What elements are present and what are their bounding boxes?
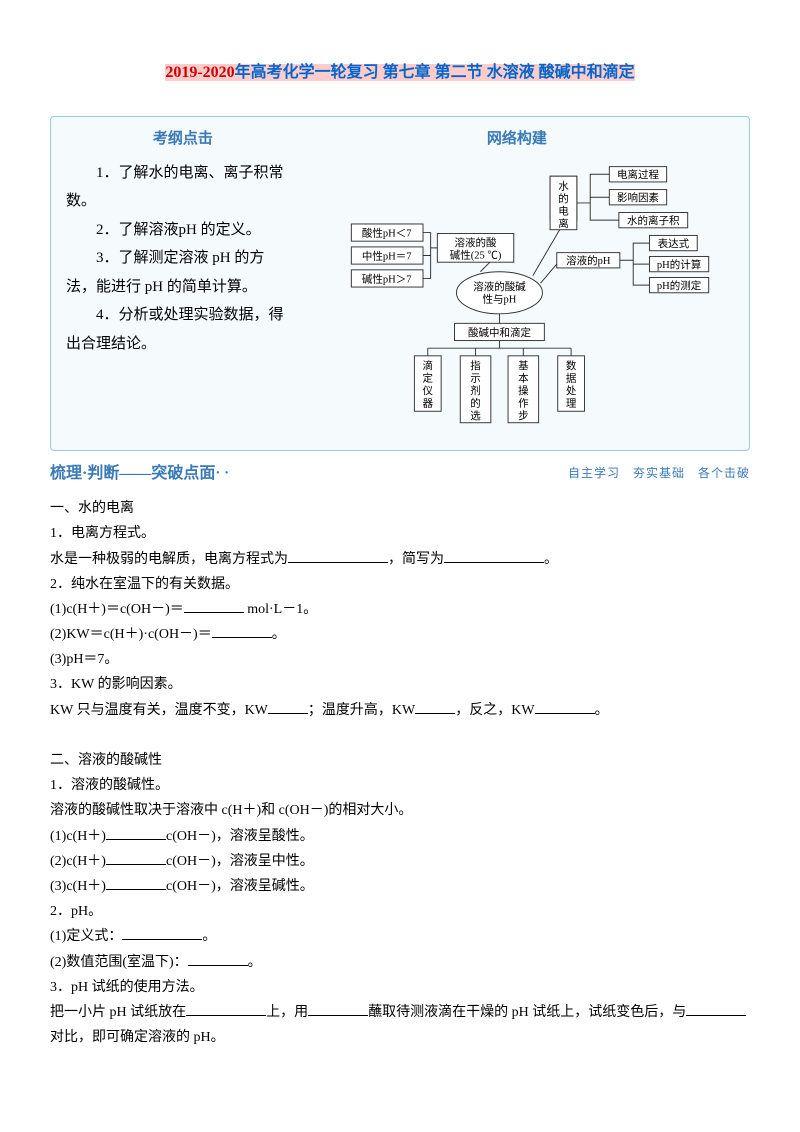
blank: [535, 700, 595, 714]
blank: [186, 1002, 266, 1016]
text: (2)c(H＋)c(OH－)，溶液呈中性。: [50, 849, 750, 874]
text: KW 只与温度有关，温度不变，KW；温度升高，KW，反之，KW。: [50, 698, 750, 723]
svg-text:处: 处: [566, 385, 577, 397]
svg-text:水: 水: [559, 180, 570, 192]
svg-text:基: 基: [519, 359, 530, 372]
outline-item: 1．了解水的电离、离子积常数。: [66, 159, 286, 216]
content-body: 一、水的电离 1．电离方程式。 水是一种极弱的电解质，电离方程式为，简写为。 2…: [50, 496, 750, 1050]
diagram-svg: 溶液的酸碱 性与pH 溶液的酸 碱性(25 ℃) 酸性pH＜7 中性pH＝7 碱…: [294, 159, 734, 427]
blank: [212, 624, 272, 638]
blank: [415, 700, 455, 714]
svg-text:的: 的: [559, 192, 570, 205]
heading: 一、水的电离: [50, 496, 750, 521]
text: 溶液的酸碱性取决于溶液中 c(H＋)和 c(OH－)的相对大小。: [50, 798, 750, 823]
svg-text:数: 数: [566, 359, 577, 372]
text: (3)c(H＋)c(OH－)，溶液呈碱性。: [50, 874, 750, 899]
svg-text:性与pH: 性与pH: [483, 292, 517, 305]
svg-text:pH的测定: pH的测定: [657, 279, 702, 292]
text: (2)KW＝c(H＋)·c(OH－)＝。: [50, 622, 750, 647]
frame-header-right: 网络构建: [300, 127, 734, 151]
svg-text:pH的计算: pH的计算: [657, 258, 701, 271]
blank: [106, 826, 166, 840]
outline-item: 3．了解测定溶液 pH 的方法，能进行 pH 的简单计算。: [66, 244, 286, 301]
text: (2)数值范围(室温下)：。: [50, 950, 750, 975]
svg-text:酸性pH＜7: 酸性pH＜7: [362, 226, 412, 239]
section-header-left: 梳理·判断——突破点面: [50, 461, 215, 487]
svg-text:剂: 剂: [471, 384, 482, 397]
blank: [184, 599, 244, 613]
text: (1)c(H＋)c(OH－)，溶液呈酸性。: [50, 824, 750, 849]
svg-text:示: 示: [471, 373, 482, 384]
svg-text:仪: 仪: [423, 385, 434, 397]
text: 把一小片 pH 试纸放在上，用蘸取待测液滴在干燥的 pH 试纸上，试纸变色后，与…: [50, 1000, 750, 1050]
text: 3．KW 的影响因素。: [50, 672, 750, 697]
svg-text:碱性(25 ℃): 碱性(25 ℃): [450, 248, 502, 261]
blank: [308, 1002, 368, 1016]
svg-text:步: 步: [519, 409, 530, 421]
text: 2．pH。: [50, 899, 750, 924]
svg-text:理: 理: [566, 397, 577, 409]
svg-text:器: 器: [423, 397, 434, 409]
heading: 二、溶液的酸碱性: [50, 748, 750, 773]
text: 2．纯水在室温下的有关数据。: [50, 572, 750, 597]
blank: [188, 952, 248, 966]
text: (3)pH＝7。: [50, 647, 750, 672]
blank: [268, 700, 308, 714]
title-rest: 年高考化学一轮复习 第七章 第二节 水溶液 酸碱中和滴定: [235, 64, 635, 81]
text: (1)定义式：。: [50, 924, 750, 949]
text: 3．pH 试纸的使用方法。: [50, 975, 750, 1000]
svg-text:电: 电: [559, 204, 570, 217]
text: 水是一种极弱的电解质，电离方程式为，简写为。: [50, 547, 750, 572]
svg-text:定: 定: [423, 371, 434, 384]
text: 1．电离方程式。: [50, 521, 750, 546]
blank: [122, 926, 202, 940]
section-header: 梳理·判断——突破点面 自主学习 夯实基础 各个击破: [50, 461, 750, 487]
outline-list: 1．了解水的电离、离子积常数。 2．了解溶液pH 的定义。 3．了解测定溶液 p…: [66, 159, 286, 359]
svg-text:影响因素: 影响因素: [617, 191, 659, 204]
svg-text:离: 离: [559, 216, 570, 229]
dots-icon: [215, 461, 229, 485]
blank: [106, 851, 166, 865]
svg-text:溶液的pH: 溶液的pH: [567, 254, 612, 267]
svg-text:酸碱中和滴定: 酸碱中和滴定: [468, 325, 531, 338]
svg-text:溶液的酸: 溶液的酸: [455, 236, 497, 249]
svg-text:选: 选: [471, 408, 482, 421]
svg-text:据: 据: [566, 371, 577, 384]
svg-text:指: 指: [471, 359, 482, 372]
text: 1．溶液的酸碱性。: [50, 773, 750, 798]
svg-text:中性pH＝7: 中性pH＝7: [362, 249, 412, 262]
blank: [686, 1002, 746, 1016]
blank: [288, 549, 388, 563]
svg-text:的: 的: [471, 396, 482, 409]
concept-diagram: 溶液的酸碱 性与pH 溶液的酸 碱性(25 ℃) 酸性pH＜7 中性pH＝7 碱…: [286, 159, 734, 435]
svg-text:溶液的酸碱: 溶液的酸碱: [474, 280, 527, 293]
outline-item: 4．分析或处理实验数据，得出合理结论。: [66, 301, 286, 358]
svg-text:表达式: 表达式: [658, 237, 690, 250]
blank: [444, 549, 544, 563]
svg-text:电离过程: 电离过程: [617, 168, 659, 181]
svg-text:操: 操: [519, 384, 530, 397]
section-header-right: 自主学习 夯实基础 各个击破: [568, 464, 750, 483]
svg-text:水的离子积: 水的离子积: [627, 214, 680, 227]
svg-text:作: 作: [519, 397, 530, 409]
outline-item: 2．了解溶液pH 的定义。: [66, 216, 286, 245]
blank: [106, 876, 166, 890]
svg-text:滴: 滴: [423, 359, 434, 372]
title-year: 2019-2020: [165, 64, 234, 81]
page-title: 2019-2020年高考化学一轮复习 第七章 第二节 水溶液 酸碱中和滴定: [50, 60, 750, 86]
frame-header-left: 考纲点击: [66, 127, 300, 151]
svg-text:本: 本: [519, 371, 530, 384]
svg-text:碱性pH＞7: 碱性pH＞7: [362, 272, 412, 285]
text: (1)c(H＋)＝c(OH－)＝ mol·L－1。: [50, 597, 750, 622]
summary-frame: 考纲点击 网络构建 1．了解水的电离、离子积常数。 2．了解溶液pH 的定义。 …: [50, 116, 750, 451]
